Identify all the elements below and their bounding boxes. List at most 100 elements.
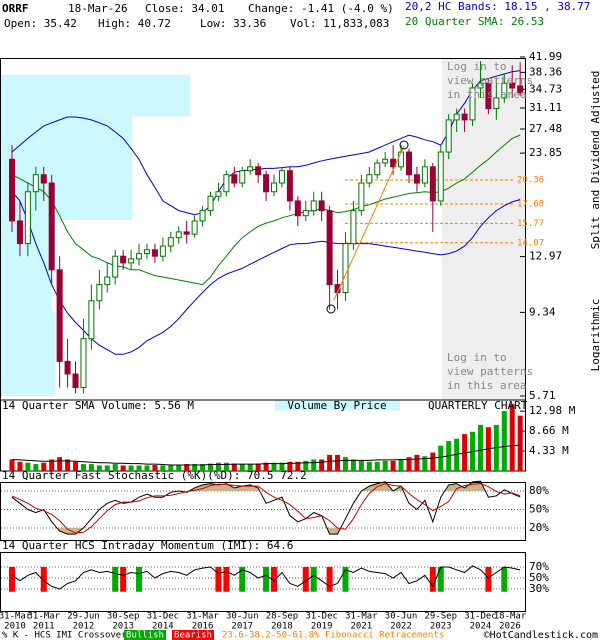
volume-bar	[184, 464, 190, 471]
volume-by-price-bar	[1, 256, 52, 313]
volume-bar	[176, 465, 182, 471]
x-tick-label: 18-Mar	[494, 612, 527, 622]
open: Open: 35.42	[4, 17, 77, 30]
bearish-signal	[215, 567, 222, 592]
volume-bar	[327, 454, 333, 471]
volume-bar	[366, 461, 372, 471]
candle-body	[318, 200, 325, 212]
volume-bar	[96, 465, 102, 471]
volume-bar	[104, 465, 110, 471]
candle-body	[231, 174, 238, 184]
candle-body	[413, 174, 420, 184]
bearish-signal	[40, 567, 47, 592]
volume-bar	[128, 465, 134, 471]
imi-panel	[0, 552, 526, 612]
candle-body	[445, 119, 452, 153]
candle-body	[32, 174, 39, 193]
candle-body	[390, 158, 397, 168]
x-tick-label: 29-Jun	[67, 612, 100, 622]
login-text: in this area	[447, 88, 526, 101]
volume-bar	[17, 461, 23, 471]
volume-bar	[358, 460, 364, 471]
candle-body	[40, 174, 47, 184]
x-tick-year: 2010	[4, 622, 26, 632]
x-tick-year: 2019	[311, 622, 333, 632]
x-tick-label: 31-Mar	[186, 612, 219, 622]
volume-bar	[57, 457, 63, 471]
volume-bar	[49, 459, 55, 471]
volume-bar	[9, 459, 15, 471]
volume-bar	[414, 454, 420, 471]
volume-bar	[33, 464, 39, 471]
volume-bar	[144, 465, 150, 471]
candle-body	[56, 269, 63, 362]
y-tick-label: 50%	[529, 571, 549, 584]
stochastic-panel	[0, 482, 526, 541]
candle-body	[16, 220, 23, 245]
volume-bar	[342, 457, 348, 471]
x-tick-year: 2024	[470, 622, 492, 632]
volume-bar	[477, 424, 483, 471]
candle-body	[517, 85, 524, 94]
volume-bar	[422, 456, 428, 471]
fibonacci-label: 14.07	[517, 238, 544, 248]
symbol: ORRF	[2, 2, 29, 15]
x-tick-year: 2016	[192, 622, 214, 632]
y-tick-label: 20%	[529, 521, 549, 534]
bullish-label: Bullish	[126, 631, 164, 640]
x-tick-year: 2011	[33, 622, 55, 632]
bearish-signal	[485, 567, 492, 592]
volume-bar	[390, 460, 396, 471]
candle-body	[271, 182, 278, 193]
imi-title: 14 Quarter HCS Intraday Momentum (IMI): …	[2, 539, 293, 552]
candle-body	[382, 158, 389, 164]
vbp-label: Volume By Price	[287, 399, 386, 412]
volume-bar	[247, 464, 253, 471]
y-tick-label: 70%	[529, 560, 549, 573]
candle-body	[509, 82, 516, 89]
volume-bar	[239, 464, 245, 471]
x-tick-year: 2012	[73, 622, 95, 632]
x-tick-year: 2026	[499, 622, 521, 632]
stochastic-title: 14 Quarter Fast Stochastic (%K)(%D): 70.…	[2, 469, 307, 482]
candle-body	[143, 249, 150, 255]
candle-body	[469, 87, 476, 121]
x-tick-label: 31-Mar	[28, 612, 61, 622]
volume-bar	[501, 411, 507, 471]
fibonacci-label: 15.77	[517, 219, 544, 229]
marks: 20.36 17.68 15.77 14.07	[1, 56, 544, 592]
volume-bar	[398, 459, 404, 471]
candle-body	[255, 166, 262, 176]
x-tick-year: 2013	[112, 622, 134, 632]
volume-by-price-bar	[1, 312, 56, 396]
candle-body	[72, 373, 79, 389]
volume-bar	[335, 454, 341, 471]
volume-bar	[295, 461, 301, 471]
volume-bar	[112, 464, 118, 471]
volume-bar	[263, 462, 269, 471]
x-tick-label: 29-Sep	[425, 612, 458, 622]
x-tick-year: 2022	[390, 622, 412, 632]
y-tick-label: 41.99	[529, 50, 562, 63]
candle-body	[112, 255, 119, 278]
volume-bar	[223, 462, 229, 471]
candle-body	[421, 166, 428, 184]
volume-bar	[192, 464, 198, 471]
x-tick-label: 31-Mar	[0, 612, 32, 622]
candle-body	[429, 166, 436, 202]
bullish-signal	[263, 567, 270, 592]
y-tick-label: 34.73	[529, 82, 562, 95]
indicator-line	[11, 191, 521, 355]
y-tick-label: 50%	[529, 503, 549, 516]
login-text: view patterns	[447, 74, 533, 87]
chart-period: QUARTERLY CHART	[428, 399, 528, 412]
y-tick-label: 5.71	[529, 389, 556, 402]
volume-bar	[208, 463, 213, 471]
candle-body	[120, 255, 127, 264]
y-tick-label: 80%	[529, 484, 549, 497]
candle-body	[406, 151, 412, 176]
candle-body	[136, 253, 143, 260]
x-tick-label: 30-Jun	[226, 612, 259, 622]
volume-bar	[120, 465, 126, 471]
date: 18-Mar-26	[68, 2, 128, 15]
